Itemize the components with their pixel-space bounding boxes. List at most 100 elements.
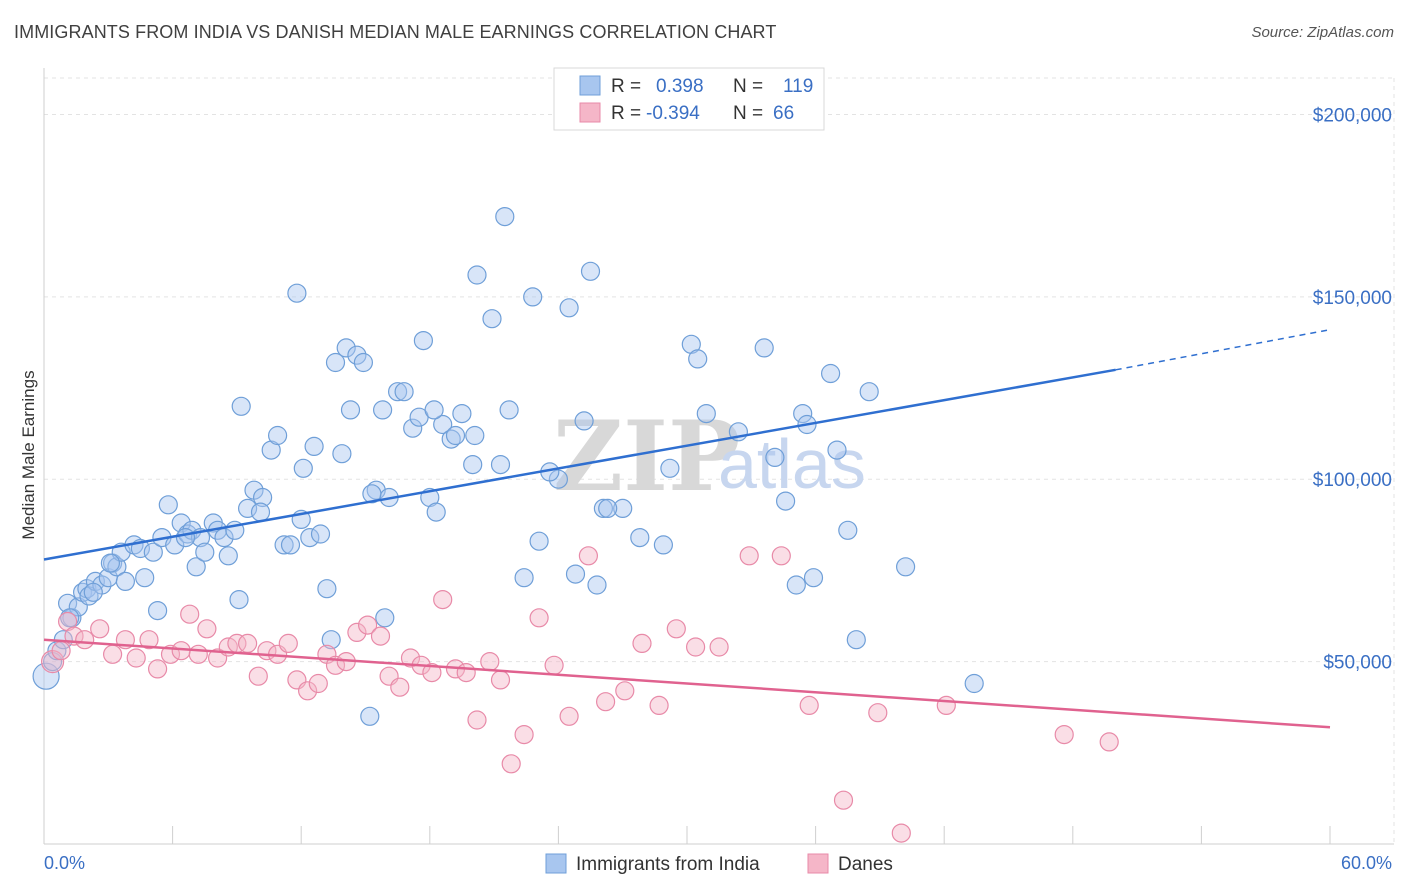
legend-r-value-danes: -0.394	[646, 103, 700, 124]
india-point	[580, 261, 601, 281]
india-point	[467, 265, 487, 285]
india-point	[135, 568, 155, 588]
india-point	[688, 349, 708, 369]
danes-point	[456, 662, 476, 683]
watermark-atlas: atlas	[718, 425, 866, 503]
india-point	[426, 502, 446, 522]
india-point	[325, 352, 346, 373]
india-point	[394, 382, 414, 402]
legend-r-value-india: 0.398	[656, 76, 704, 97]
legend-r-label-danes: R =	[611, 103, 641, 124]
india-point	[375, 608, 395, 628]
india-point	[793, 404, 813, 424]
india-point	[143, 542, 163, 562]
india-point	[403, 418, 423, 438]
bottom-legend: Immigrants from India Danes	[545, 853, 893, 875]
danes-point	[666, 619, 686, 639]
danes-point	[358, 615, 378, 635]
india-point	[336, 338, 356, 358]
india-point	[171, 513, 191, 533]
india-point	[660, 458, 680, 478]
danes-point	[709, 637, 729, 657]
india-point	[433, 414, 453, 435]
danes-point	[480, 651, 500, 672]
danes-point	[90, 619, 110, 639]
y-tick-label: $200,000	[1313, 105, 1392, 126]
india-point	[373, 400, 393, 420]
danes-point	[490, 670, 511, 690]
bottom-legend-swatch-india	[545, 853, 567, 874]
danes-point	[771, 546, 791, 566]
india-point	[115, 571, 136, 592]
india-point	[598, 498, 618, 518]
danes-point	[51, 641, 71, 661]
danes-point	[467, 710, 487, 730]
danes-point	[615, 681, 635, 701]
india-point	[332, 444, 352, 464]
danes-point	[148, 659, 168, 679]
bottom-legend-label-danes: Danes	[838, 854, 893, 875]
india-point	[413, 331, 433, 351]
india-point	[388, 382, 408, 402]
india-point	[148, 600, 168, 621]
india-point	[803, 568, 824, 588]
india-point	[820, 363, 841, 384]
india-point	[100, 553, 121, 573]
danes-point	[298, 681, 318, 701]
danes-point	[180, 604, 200, 624]
india-point	[827, 440, 847, 460]
y-tick-label: $100,000	[1313, 470, 1392, 491]
india-point	[613, 498, 633, 518]
danes-point	[632, 633, 652, 654]
india-point	[83, 582, 103, 602]
tick-labels: $50,000 $100,000 $150,000 $200,000 0.0% 60.0%	[44, 105, 1392, 873]
danes-point	[529, 608, 549, 628]
danes-point	[833, 790, 854, 810]
legend-n-value-danes: 66	[773, 103, 794, 124]
india-point	[754, 338, 774, 358]
series-india-points	[32, 207, 984, 726]
india-point	[653, 535, 674, 555]
danes-point	[1099, 732, 1119, 752]
india-point	[964, 673, 984, 694]
india-point	[250, 502, 271, 522]
india-point	[424, 400, 444, 420]
india-point	[482, 309, 502, 329]
danes-point	[238, 633, 258, 654]
india-point	[465, 425, 485, 446]
danes-point	[891, 823, 911, 843]
india-point	[593, 498, 614, 518]
danes-point	[544, 655, 564, 675]
legend-swatch-danes	[579, 102, 601, 123]
danes-point	[433, 589, 453, 610]
danes-point	[578, 546, 599, 566]
india-point	[895, 557, 916, 577]
india-point	[490, 455, 511, 475]
india-point	[268, 425, 288, 446]
danes-point	[347, 622, 367, 643]
danes-point	[514, 724, 534, 745]
danes-point	[868, 703, 888, 723]
india-point	[231, 396, 251, 416]
india-point	[463, 455, 483, 475]
india-trend-line	[43, 368, 1116, 561]
india-point	[360, 706, 380, 726]
india-point	[293, 458, 313, 478]
india-point	[514, 568, 534, 588]
india-point	[32, 662, 60, 690]
india-point	[499, 400, 519, 420]
danes-point	[390, 677, 410, 697]
india-point	[274, 535, 294, 555]
india-point	[175, 527, 196, 548]
india-point	[340, 400, 361, 420]
legend-n-value-india: 119	[783, 76, 813, 97]
axes	[43, 68, 1394, 845]
source-credit: Source: ZipAtlas.com	[1251, 24, 1394, 41]
india-point	[321, 630, 341, 650]
danes-point	[1054, 724, 1074, 745]
india-point	[523, 287, 543, 307]
danes-point	[102, 644, 123, 664]
danes-point	[501, 754, 521, 774]
india-point	[630, 527, 650, 548]
danes-point	[799, 695, 819, 716]
